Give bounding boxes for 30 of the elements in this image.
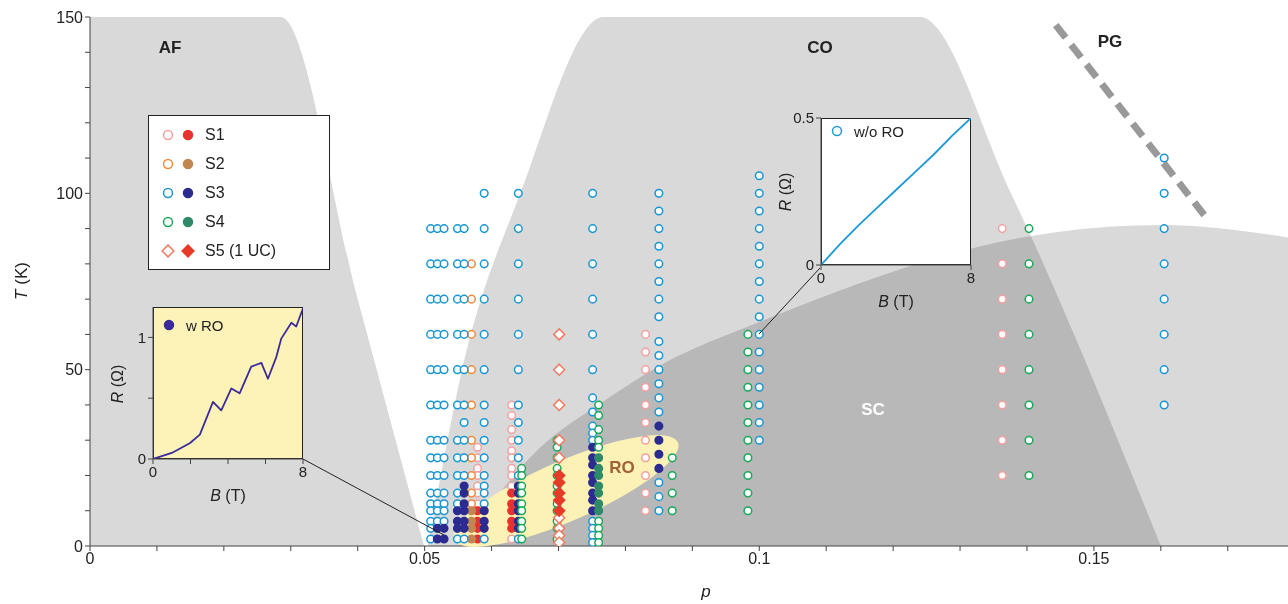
x-tick-label: 0.05 [409,550,441,568]
x-tick-label: 0 [85,550,95,568]
y-axis-title: R (Ω) [109,364,126,404]
x-tick-label: 0.15 [1078,550,1110,568]
x-axis-title: B (T) [878,293,914,310]
annotation: SC [861,400,885,420]
legend-label: S1 [205,125,225,144]
x-axis-title: B (T) [210,487,246,504]
x-axis-title: p [701,582,711,601]
annotation: RO [609,458,635,478]
y-axis-title: R (Ω) [777,172,794,212]
y-axis-title: T (K) [12,262,31,300]
legend-label: w RO [186,316,224,334]
y-tick-label: 100 [56,185,84,203]
x-tick-label: 0.1 [748,550,771,568]
y-tick-label: 50 [65,361,84,379]
annotation: PG [1097,32,1123,52]
x-tick-label: 8 [966,268,976,286]
y-tick-label: 0.5 [793,109,814,127]
legend-label: S4 [205,212,225,231]
y-tick-label: 1 [137,328,146,346]
x-tick-label: 8 [298,462,308,480]
legend-label: w/o RO [854,122,905,140]
y-tick-label: 150 [56,8,84,26]
annotation: AF [158,38,182,58]
legend-label: S3 [205,183,225,202]
legend-label: S5 (1 UC) [205,241,277,260]
legend-label: S2 [205,154,225,173]
y-tick-label: 0 [74,537,84,555]
annotation: CO [807,38,833,58]
